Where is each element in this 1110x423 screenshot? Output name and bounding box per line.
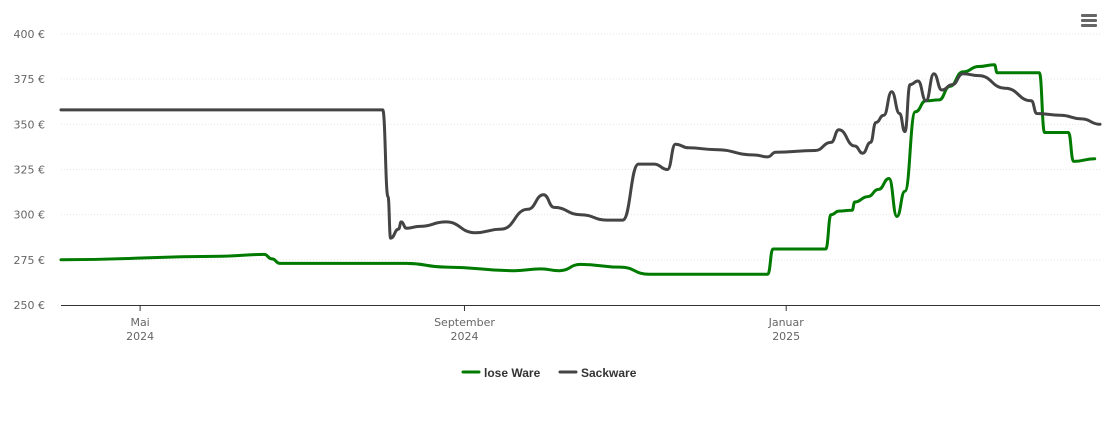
legend[interactable]: lose Ware Sackware — [461, 366, 637, 380]
y-tick-label: 300 € — [14, 209, 46, 222]
legend-label: Sackware — [581, 366, 637, 380]
y-tick-label: 325 € — [14, 164, 46, 177]
x-tick-label-year: 2025 — [772, 330, 800, 343]
y-axis-labels: 250 € 275 € 300 € 325 € 350 € 375 € 400 € — [14, 28, 46, 312]
legend-item-lose-ware[interactable]: lose Ware — [461, 366, 541, 380]
x-tick-label-month: Mai — [130, 316, 149, 329]
y-tick-label: 400 € — [14, 28, 46, 41]
y-tick-label: 250 € — [14, 299, 46, 312]
legend-label: lose Ware — [484, 366, 541, 380]
x-tick-label-year: 2024 — [450, 330, 478, 343]
series-line-lose-ware — [59, 63, 1097, 276]
x-tick-label-year: 2024 — [126, 330, 154, 343]
y-tick-label: 350 € — [14, 118, 46, 131]
hamburger-menu-icon[interactable] — [1081, 14, 1097, 27]
series-lines — [59, 63, 1102, 276]
x-tick-label-month: September — [434, 316, 495, 329]
y-gridlines — [61, 33, 1100, 261]
y-tick-label: 375 € — [14, 73, 46, 86]
series-line-sackware — [59, 72, 1102, 240]
x-tick-label-month: Januar — [768, 316, 805, 329]
legend-item-sackware[interactable]: Sackware — [558, 366, 637, 380]
y-tick-label: 275 € — [14, 254, 46, 267]
